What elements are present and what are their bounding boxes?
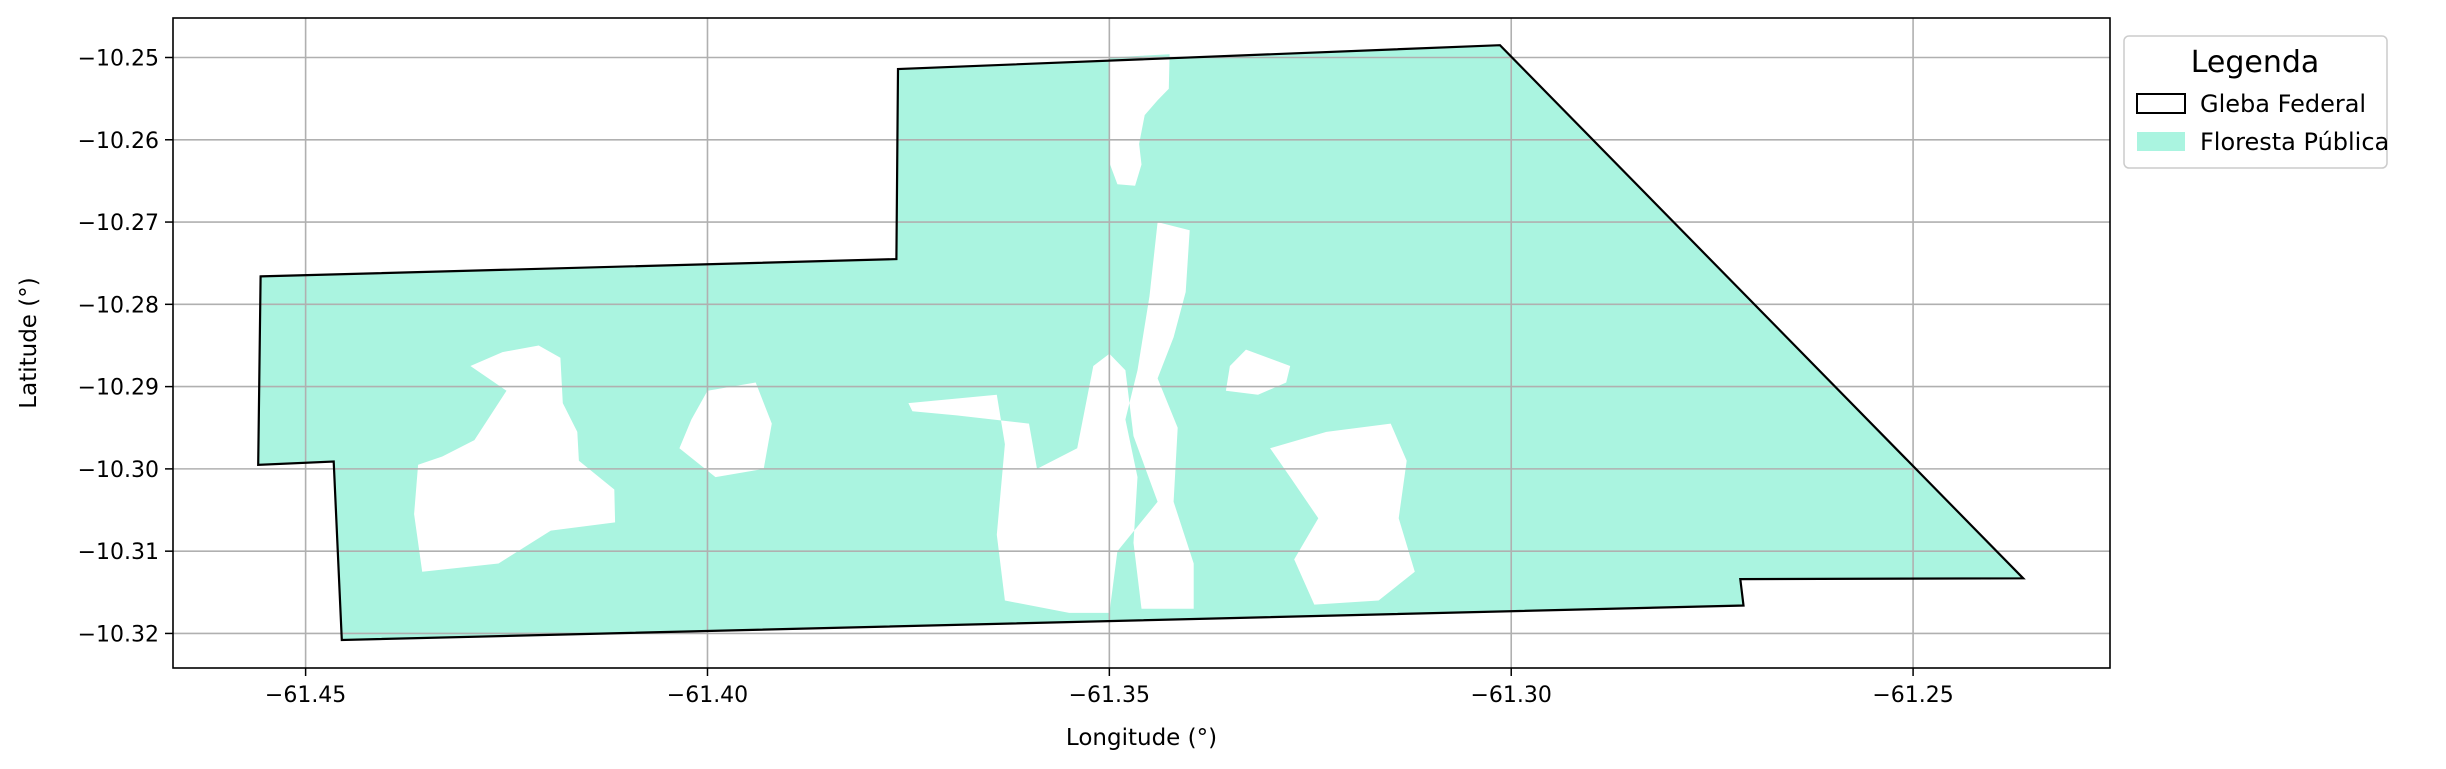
x-tick-label-0: −61.45 (265, 683, 346, 708)
x-tick-label-1: −61.40 (667, 683, 748, 708)
y-axis-title: Latitude (°) (16, 277, 42, 408)
legend-swatch-floresta-publica (2137, 132, 2185, 151)
legend-label-floresta-publica: Floresta Pública (2200, 128, 2389, 156)
y-tick-label-3: −10.28 (78, 293, 159, 318)
legend: Legenda Gleba Federal Floresta Pública (2124, 36, 2389, 168)
legend-label-gleba-federal: Gleba Federal (2200, 90, 2366, 118)
x-tick-label-4: −61.25 (1872, 683, 1953, 708)
y-tick-label-7: −10.32 (78, 622, 159, 647)
y-tick-label-4: −10.29 (78, 376, 159, 401)
y-tick-label-6: −10.31 (78, 540, 159, 565)
x-tick-label-3: −61.30 (1471, 683, 1552, 708)
y-tick-label-1: −10.26 (78, 129, 159, 154)
x-tick-label-2: −61.35 (1069, 683, 1150, 708)
y-tick-label-0: −10.25 (78, 46, 159, 71)
y-tick-label-2: −10.27 (78, 211, 159, 236)
y-tick-label-5: −10.30 (78, 458, 159, 483)
x-axis-title: Longitude (°) (1066, 725, 1217, 751)
legend-title: Legenda (2191, 45, 2320, 80)
